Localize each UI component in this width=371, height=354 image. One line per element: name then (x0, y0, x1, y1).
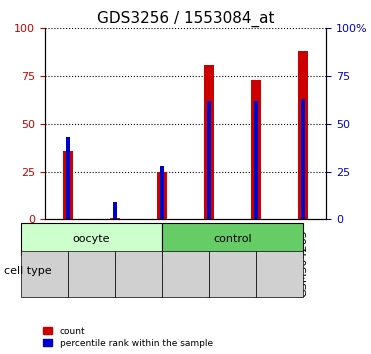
Bar (160, 166, 164, 219)
Bar (63, 151, 73, 219)
Text: oocyte: oocyte (73, 234, 110, 244)
Bar (110, 218, 120, 219)
Bar (157, 172, 167, 219)
Legend: count, percentile rank within the sample: count, percentile rank within the sample (42, 325, 214, 349)
Bar (113, 202, 117, 219)
Bar (204, 65, 214, 219)
Text: control: control (213, 234, 252, 244)
Bar (301, 99, 305, 219)
Bar (251, 80, 261, 219)
Bar (254, 101, 258, 219)
Bar (298, 51, 308, 219)
Bar (66, 137, 70, 219)
Title: GDS3256 / 1553084_at: GDS3256 / 1553084_at (97, 11, 274, 27)
Bar (207, 101, 211, 219)
Text: cell type: cell type (4, 266, 51, 276)
